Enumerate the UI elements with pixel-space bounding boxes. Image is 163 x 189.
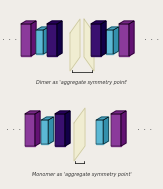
- Polygon shape: [37, 27, 49, 30]
- Text: · · ·: · · ·: [2, 35, 18, 45]
- Polygon shape: [91, 21, 106, 24]
- Polygon shape: [119, 24, 129, 56]
- Polygon shape: [84, 19, 94, 71]
- Polygon shape: [47, 24, 57, 56]
- Text: Dimer as 'aggregate symmetry point': Dimer as 'aggregate symmetry point': [36, 80, 128, 85]
- Polygon shape: [96, 117, 109, 120]
- Polygon shape: [91, 24, 101, 56]
- Polygon shape: [129, 21, 134, 56]
- Polygon shape: [25, 114, 35, 146]
- Polygon shape: [21, 24, 31, 56]
- Polygon shape: [55, 114, 65, 146]
- Polygon shape: [104, 117, 109, 144]
- Polygon shape: [37, 30, 44, 54]
- Polygon shape: [74, 108, 85, 161]
- Text: · · ·: · · ·: [144, 35, 160, 45]
- Text: Monomer as 'aggregate symmetry point': Monomer as 'aggregate symmetry point': [32, 172, 132, 177]
- Polygon shape: [119, 21, 134, 24]
- Polygon shape: [121, 111, 126, 146]
- Text: · · ·: · · ·: [137, 125, 153, 135]
- Polygon shape: [47, 21, 62, 24]
- Polygon shape: [111, 114, 121, 146]
- Text: · · ·: · · ·: [6, 125, 22, 135]
- Polygon shape: [111, 111, 126, 114]
- Polygon shape: [106, 27, 119, 30]
- Polygon shape: [49, 117, 53, 144]
- Polygon shape: [70, 19, 80, 71]
- Polygon shape: [31, 21, 36, 56]
- Polygon shape: [25, 111, 40, 114]
- Polygon shape: [21, 21, 36, 24]
- Polygon shape: [106, 30, 113, 54]
- Polygon shape: [42, 117, 53, 120]
- Polygon shape: [57, 21, 62, 56]
- Polygon shape: [35, 111, 40, 146]
- Polygon shape: [44, 27, 49, 54]
- Polygon shape: [55, 111, 70, 114]
- Polygon shape: [42, 120, 49, 144]
- Polygon shape: [101, 21, 106, 56]
- Polygon shape: [96, 120, 104, 144]
- Polygon shape: [65, 111, 70, 146]
- Polygon shape: [113, 27, 119, 54]
